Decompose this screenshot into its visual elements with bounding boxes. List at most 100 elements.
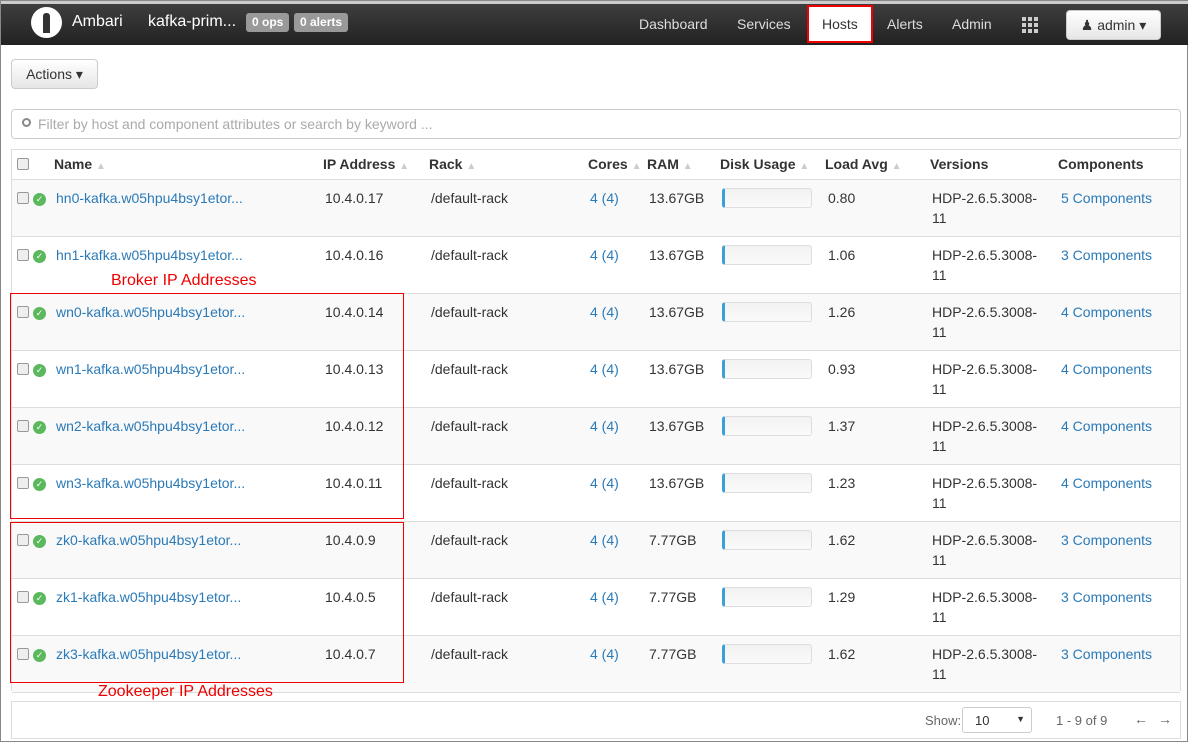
disk-usage-bar xyxy=(722,302,812,322)
nav-services[interactable]: Services xyxy=(737,16,791,32)
disk-usage-bar xyxy=(722,644,812,664)
components-link[interactable]: 4 Components xyxy=(1061,304,1153,320)
sort-icon: ▲ xyxy=(631,161,642,172)
host-name-link[interactable]: wn0-kafka.w05hpu4bsy1etor... xyxy=(56,304,246,320)
rack: /default-rack xyxy=(431,475,509,491)
ip-address: 10.4.0.13 xyxy=(325,361,384,377)
header-ram[interactable]: RAM ▲ xyxy=(647,156,693,172)
components-link[interactable]: 5 Components xyxy=(1061,190,1153,206)
header-versions: Versions xyxy=(930,156,989,172)
cluster-name[interactable]: kafka-prim... xyxy=(148,13,237,30)
row-checkbox[interactable] xyxy=(17,363,29,375)
cores: 4 (4) xyxy=(590,589,619,605)
ambari-logo-icon[interactable] xyxy=(31,7,62,38)
load-avg: 0.93 xyxy=(828,361,856,377)
page-size-select[interactable]: 10 ▼ xyxy=(962,707,1032,733)
row-checkbox[interactable] xyxy=(17,249,29,261)
brand-name[interactable]: Ambari xyxy=(72,13,123,30)
host-name-link[interactable]: hn0-kafka.w05hpu4bsy1etor... xyxy=(56,190,243,206)
table-header: Name ▲ IP Address ▲ Rack ▲ Cores ▲ RAM ▲… xyxy=(12,150,1180,180)
host-name-link[interactable]: zk3-kafka.w05hpu4bsy1etor... xyxy=(56,646,242,662)
load-avg: 1.62 xyxy=(828,646,856,662)
table-row: ✓ hn1-kafka.w05hpu4bsy1etor... 10.4.0.16… xyxy=(12,237,1180,294)
ram: 13.67GB xyxy=(649,418,705,434)
load-avg: 1.06 xyxy=(828,247,856,263)
version-line2: 11 xyxy=(932,324,947,340)
components-link[interactable]: 4 Components xyxy=(1061,475,1153,491)
version-line2: 11 xyxy=(932,381,947,397)
row-checkbox[interactable] xyxy=(17,192,29,204)
host-name-link[interactable]: wn1-kafka.w05hpu4bsy1etor... xyxy=(56,361,246,377)
top-navbar: Ambari kafka-prim... 0 ops 0 alerts Dash… xyxy=(1,1,1188,45)
nav-dashboard[interactable]: Dashboard xyxy=(639,16,708,32)
header-cores[interactable]: Cores ▲ xyxy=(588,156,642,172)
user-label: admin ▾ xyxy=(1097,17,1147,33)
ip-address: 10.4.0.17 xyxy=(325,190,384,206)
version-line1: HDP-2.6.5.3008- xyxy=(932,247,1038,263)
row-checkbox[interactable] xyxy=(17,648,29,660)
header-rack[interactable]: Rack ▲ xyxy=(429,156,477,172)
status-ok-icon: ✓ xyxy=(33,535,46,548)
select-all-checkbox[interactable] xyxy=(17,158,29,170)
ip-address: 10.4.0.7 xyxy=(325,646,376,662)
header-load[interactable]: Load Avg ▲ xyxy=(825,156,902,172)
row-checkbox[interactable] xyxy=(17,534,29,546)
header-name[interactable]: Name ▲ xyxy=(54,156,106,172)
components-link[interactable]: 4 Components xyxy=(1061,418,1153,434)
host-name-link[interactable]: zk1-kafka.w05hpu4bsy1etor... xyxy=(56,589,242,605)
sort-icon: ▲ xyxy=(891,161,902,172)
sort-icon: ▲ xyxy=(799,161,810,172)
ram: 7.77GB xyxy=(649,646,697,662)
nav-admin[interactable]: Admin xyxy=(952,16,992,32)
status-ok-icon: ✓ xyxy=(33,649,46,662)
sort-icon: ▲ xyxy=(682,161,693,172)
disk-usage-bar xyxy=(722,188,812,208)
nav-alerts[interactable]: Alerts xyxy=(887,16,923,32)
row-checkbox[interactable] xyxy=(17,306,29,318)
host-name-link[interactable]: hn1-kafka.w05hpu4bsy1etor... xyxy=(56,247,243,263)
components-link[interactable]: 3 Components xyxy=(1061,646,1153,662)
components-link[interactable]: 3 Components xyxy=(1061,532,1153,548)
rack: /default-rack xyxy=(431,190,509,206)
ram: 13.67GB xyxy=(649,190,705,206)
sort-icon: ▲ xyxy=(96,161,106,172)
zookeeper-annotation-label: Zookeeper IP Addresses xyxy=(98,683,273,700)
user-menu-button[interactable]: ♟ admin ▾ xyxy=(1066,10,1161,40)
actions-button[interactable]: Actions ▾ xyxy=(11,59,98,89)
host-name-link[interactable]: wn3-kafka.w05hpu4bsy1etor... xyxy=(56,475,246,491)
components-link[interactable]: 3 Components xyxy=(1061,247,1153,263)
status-ok-icon: ✓ xyxy=(33,364,46,377)
version-line1: HDP-2.6.5.3008- xyxy=(932,475,1038,491)
rack: /default-rack xyxy=(431,646,509,662)
host-name-link[interactable]: wn2-kafka.w05hpu4bsy1etor... xyxy=(56,418,246,434)
host-filter-input[interactable]: Filter by host and component attributes … xyxy=(11,109,1181,139)
disk-usage-bar xyxy=(722,587,812,607)
nav-hosts[interactable]: Hosts xyxy=(807,5,873,43)
ops-badge[interactable]: 0 ops xyxy=(246,13,290,32)
row-checkbox[interactable] xyxy=(17,477,29,489)
version-line2: 11 xyxy=(932,210,947,226)
components-link[interactable]: 4 Components xyxy=(1061,361,1153,377)
header-ip[interactable]: IP Address ▲ xyxy=(323,156,410,172)
header-disk[interactable]: Disk Usage ▲ xyxy=(720,156,810,172)
broker-annotation-label: Broker IP Addresses xyxy=(111,272,257,289)
views-grid-icon[interactable] xyxy=(1022,17,1040,33)
row-checkbox[interactable] xyxy=(17,591,29,603)
row-checkbox[interactable] xyxy=(17,420,29,432)
next-page-icon[interactable]: → xyxy=(1158,711,1172,727)
load-avg: 1.26 xyxy=(828,304,856,320)
ip-address: 10.4.0.5 xyxy=(325,589,376,605)
ram: 13.67GB xyxy=(649,247,705,263)
version-line1: HDP-2.6.5.3008- xyxy=(932,646,1038,662)
table-row: ✓ zk3-kafka.w05hpu4bsy1etor... 10.4.0.7 … xyxy=(12,636,1180,693)
prev-page-icon[interactable]: ← xyxy=(1134,711,1148,727)
rack: /default-rack xyxy=(431,247,509,263)
host-name-link[interactable]: zk0-kafka.w05hpu4bsy1etor... xyxy=(56,532,242,548)
components-link[interactable]: 3 Components xyxy=(1061,589,1153,605)
ram: 13.67GB xyxy=(649,475,705,491)
disk-usage-bar xyxy=(722,359,812,379)
alerts-badge[interactable]: 0 alerts xyxy=(294,13,349,32)
ip-address: 10.4.0.9 xyxy=(325,532,376,548)
version-line2: 11 xyxy=(932,552,947,568)
ram: 7.77GB xyxy=(649,532,697,548)
